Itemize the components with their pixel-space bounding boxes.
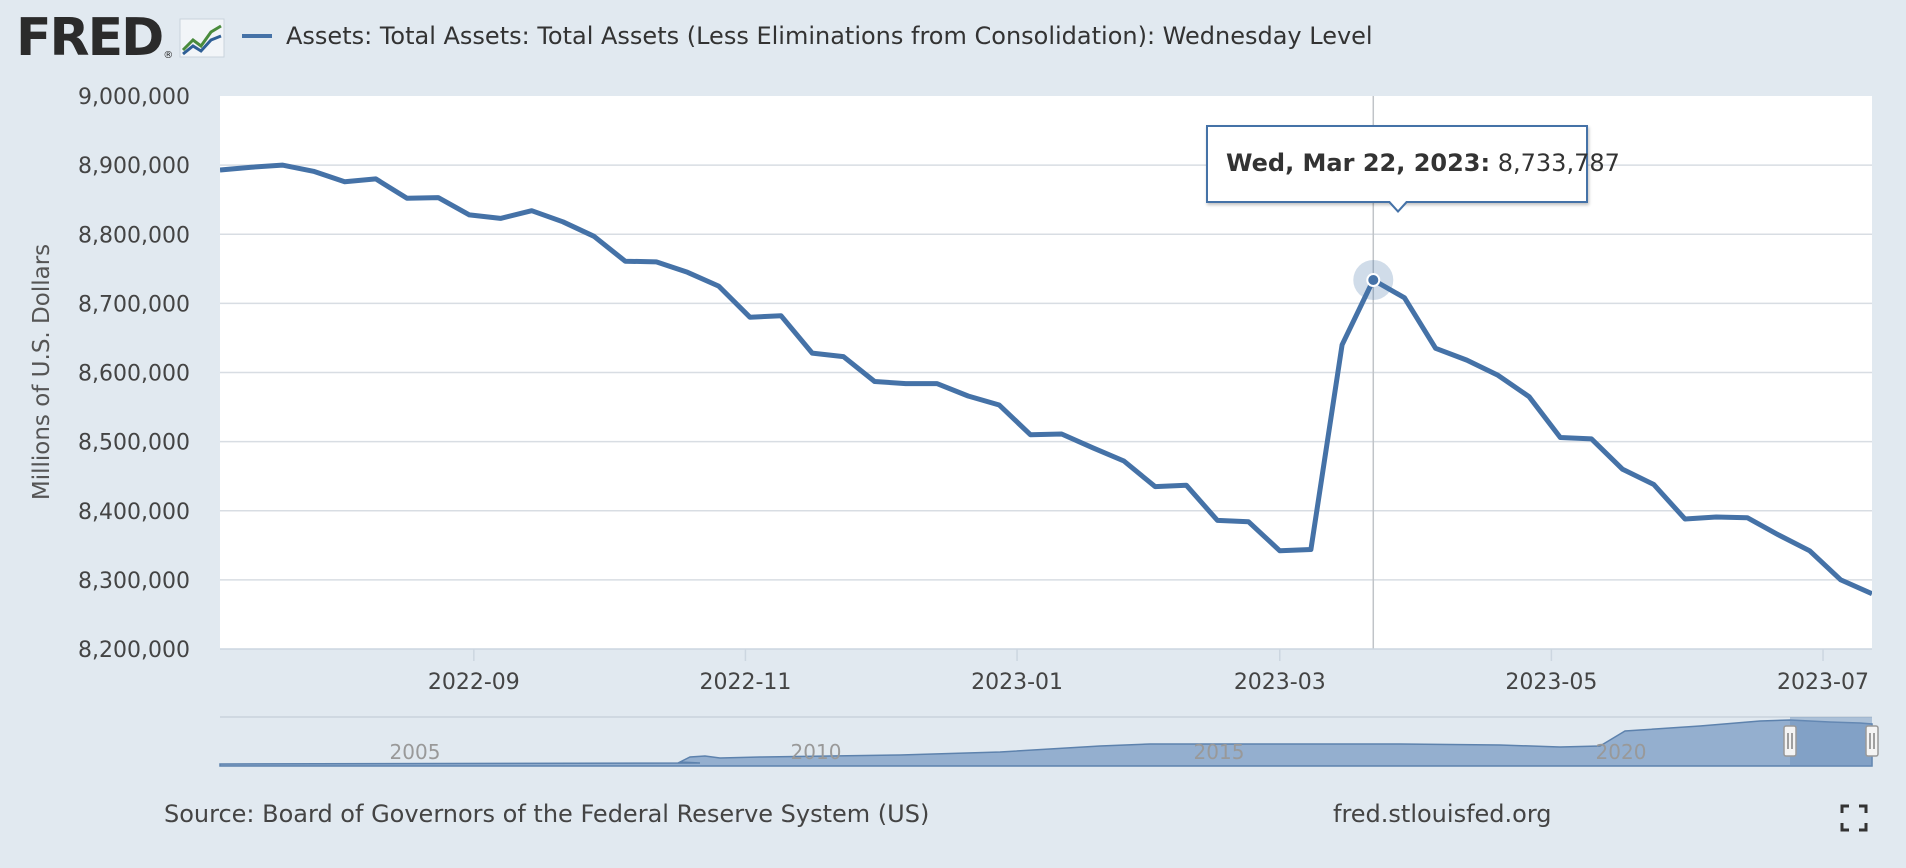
- y-tick-label: 8,800,000: [78, 223, 190, 248]
- navigator-series: [219, 719, 1873, 767]
- x-tick-label: 2023-07: [1777, 670, 1869, 695]
- x-tick-label: 2023-05: [1505, 670, 1597, 695]
- tooltip-arrow-inner: [1389, 200, 1407, 210]
- chart-area[interactable]: 9,000,000 8,900,000 8,800,000 8,700,000 8,60…: [0, 0, 1906, 780]
- chart-header: FRED ® Assets: Total Assets: Total Asset…: [0, 0, 1906, 80]
- x-tick-label: 2022-11: [699, 670, 791, 695]
- navigator-handle[interactable]: [1783, 725, 1797, 757]
- site-link[interactable]: fred.stlouisfed.org: [1333, 800, 1552, 828]
- y-tick-label: 8,700,000: [78, 292, 190, 317]
- navigator[interactable]: 2005 2010 2015 2020: [219, 716, 1879, 767]
- navigator-tick-label: 2010: [791, 740, 842, 764]
- y-tick-label: 8,500,000: [78, 431, 190, 456]
- legend-swatch: [242, 34, 272, 38]
- fred-logo[interactable]: FRED ®: [16, 12, 225, 64]
- x-tick-label: 2023-01: [971, 670, 1063, 695]
- tooltip: Wed, Mar 22, 2023: 8,733,787: [1206, 125, 1620, 203]
- series-line[interactable]: [220, 162, 1872, 596]
- legend-label: Assets: Total Assets: Total Assets (Less…: [286, 22, 1373, 50]
- y-tick-label: 8,600,000: [78, 362, 190, 387]
- source-note: Source: Board of Governors of the Federa…: [164, 800, 930, 828]
- legend[interactable]: Assets: Total Assets: Total Assets (Less…: [242, 22, 1373, 50]
- y-tick-label: 8,400,000: [78, 500, 190, 525]
- logo-text: FRED: [16, 8, 164, 68]
- x-tick-label: 2023-03: [1234, 670, 1326, 695]
- navigator-selection[interactable]: [1790, 717, 1872, 766]
- y-axis: 9,000,000 8,900,000 8,800,000 8,700,000 8,60…: [78, 85, 190, 663]
- y-tick-label: 8,200,000: [78, 638, 190, 663]
- logo-registered-mark: ®: [163, 50, 174, 61]
- line-chart-icon: [179, 18, 225, 62]
- fullscreen-icon[interactable]: [1840, 804, 1868, 832]
- navigator-tick-label: 2005: [390, 740, 441, 764]
- tooltip-value: 8,733,787: [1497, 149, 1620, 177]
- tooltip-date: Wed, Mar 22, 2023:: [1226, 149, 1491, 177]
- hover-marker[interactable]: [1366, 273, 1381, 288]
- y-tick-label: 9,000,000: [78, 85, 190, 110]
- y-axis-label: Millions of U.S. Dollars: [29, 244, 55, 500]
- y-tick-label: 8,300,000: [78, 569, 190, 594]
- navigator-tick-label: 2020: [1596, 740, 1647, 764]
- navigator-tick-label: 2015: [1194, 740, 1245, 764]
- x-axis: 2022-09 2022-11 2023-01 2023-03 2023-05 2023-…: [220, 648, 1872, 695]
- navigator-handle[interactable]: [1865, 725, 1879, 757]
- plot-area[interactable]: [220, 96, 1872, 649]
- x-tick-label: 2022-09: [428, 670, 520, 695]
- y-tick-label: 8,900,000: [78, 154, 190, 179]
